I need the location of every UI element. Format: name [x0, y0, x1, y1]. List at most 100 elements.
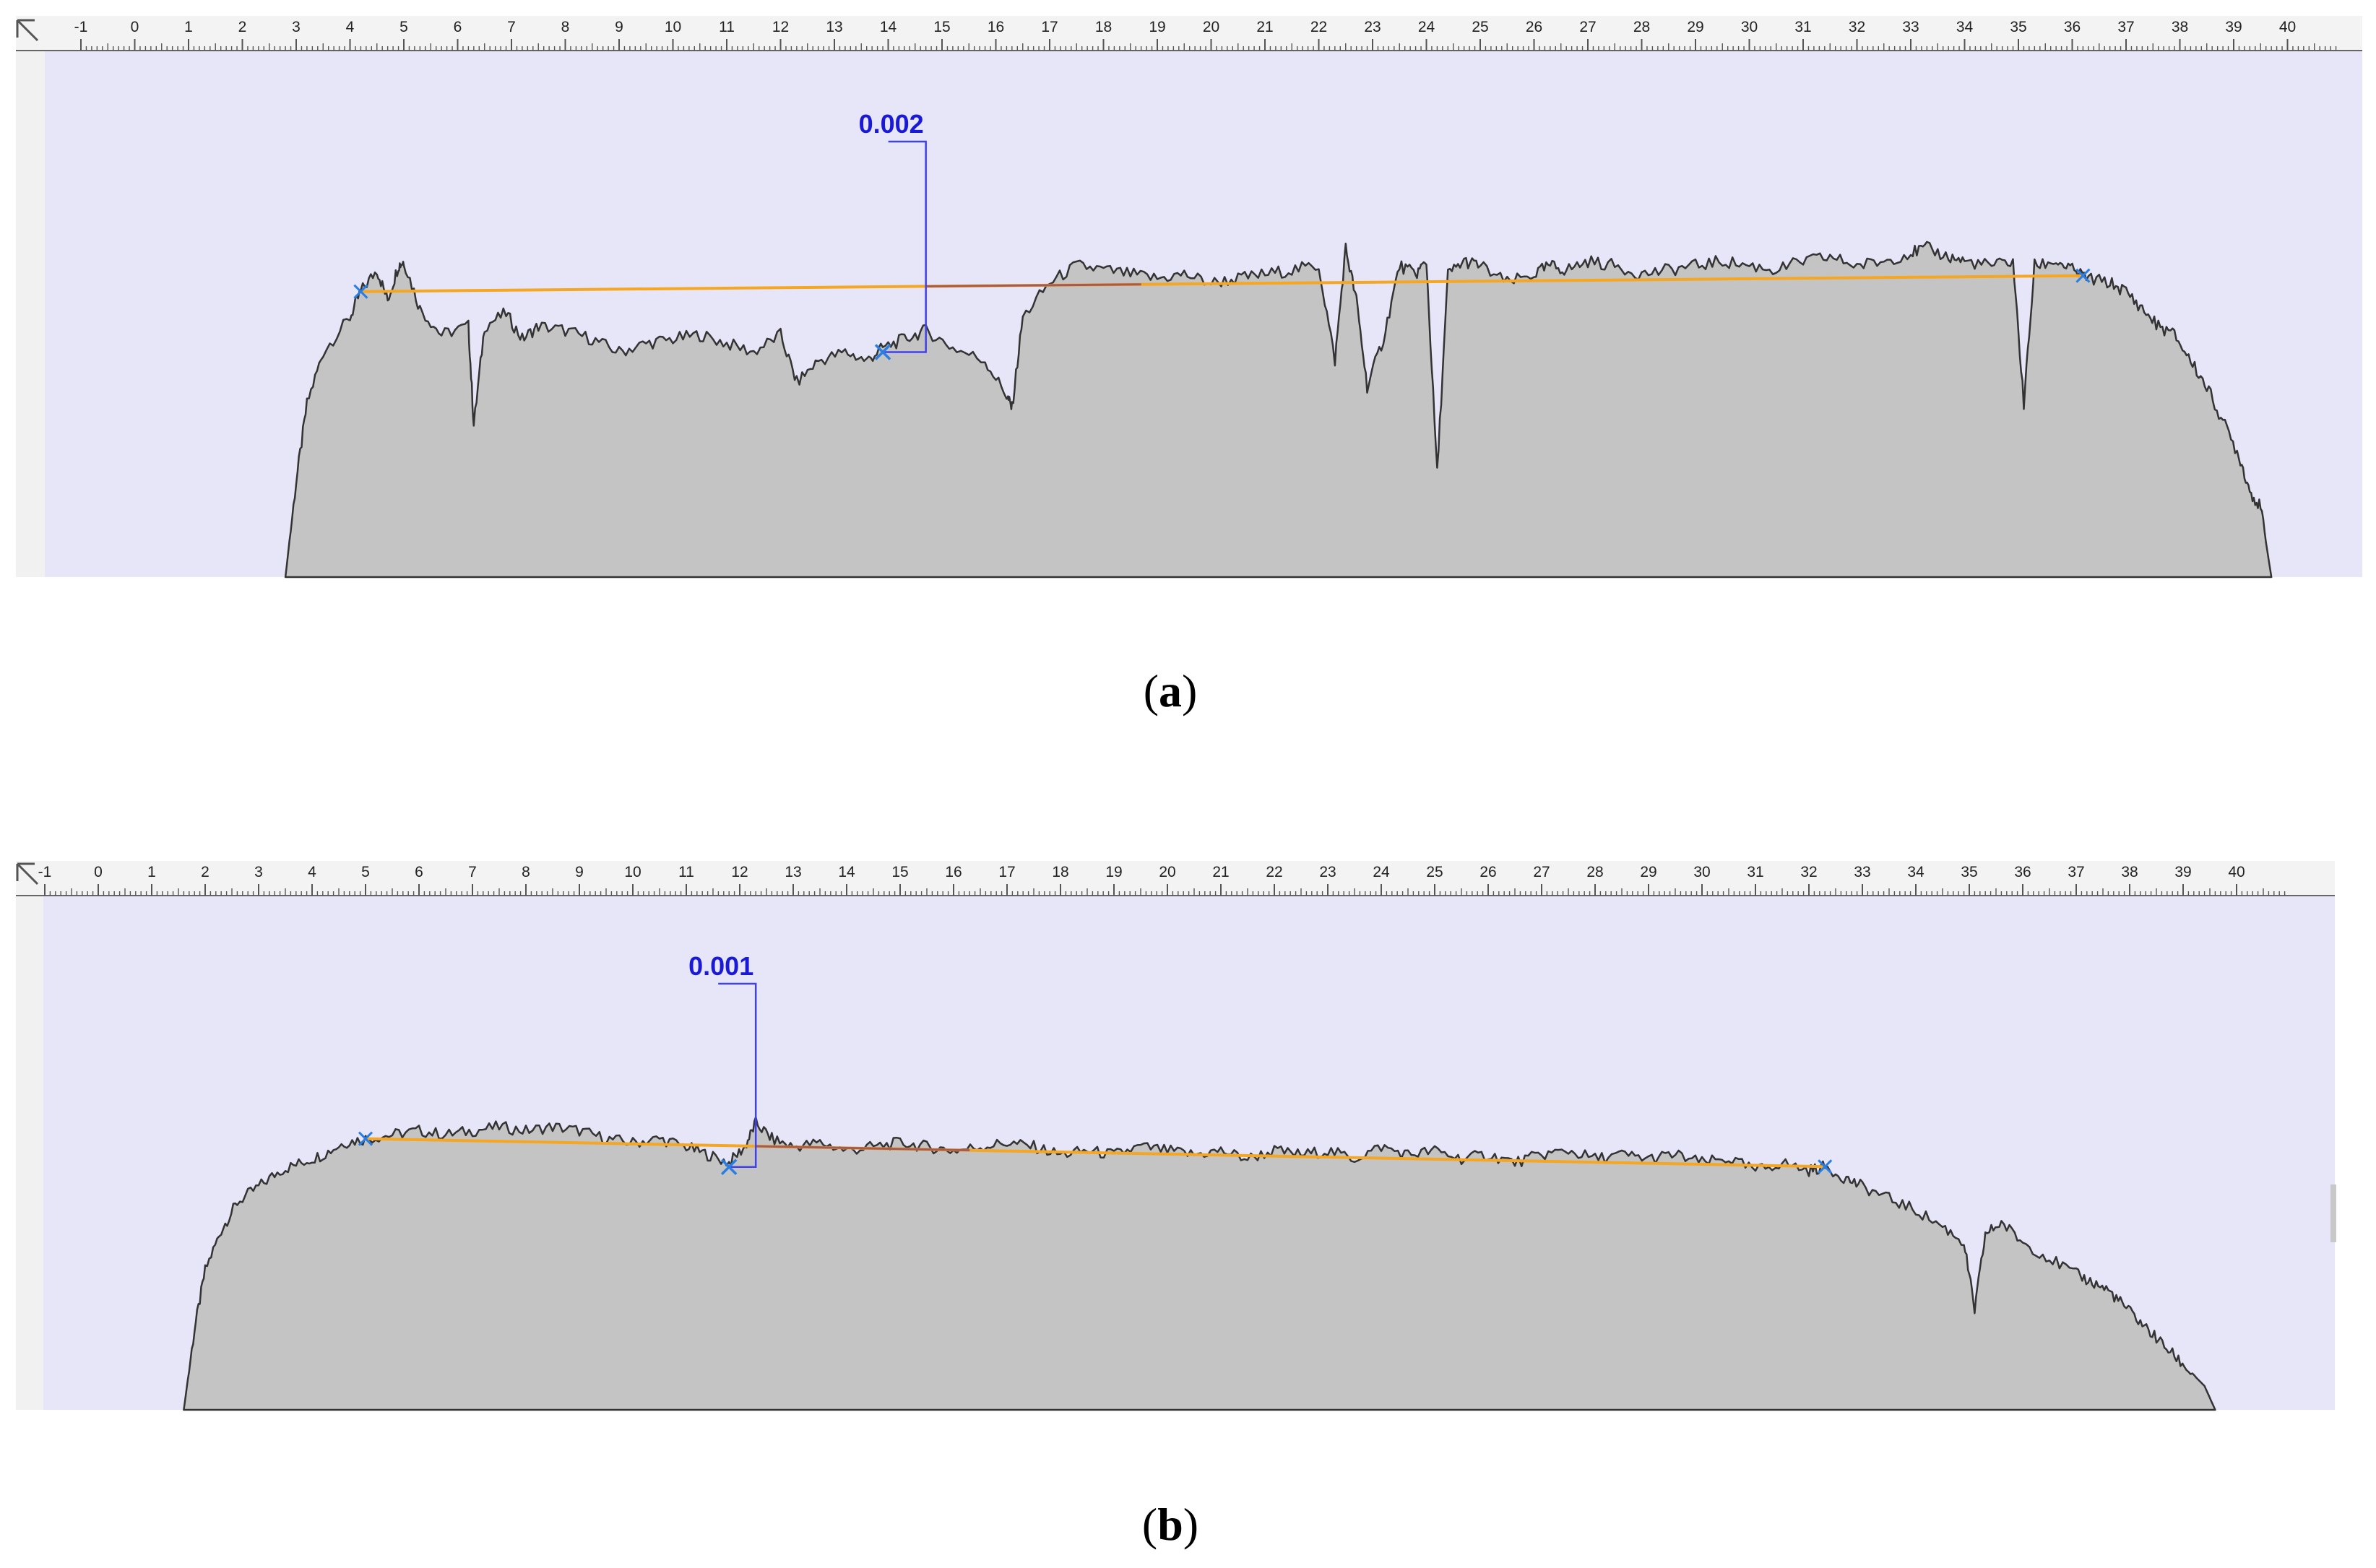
ruler-tick-label: 0 — [94, 864, 103, 880]
ruler-tick-label: 2 — [201, 864, 209, 880]
panel-b-caption-open: ( — [1142, 1499, 1157, 1550]
ruler-tick-label: 17 — [998, 864, 1015, 880]
ruler-tick-label: 7 — [507, 19, 516, 35]
ruler-tick-label: 18 — [1095, 19, 1112, 35]
ruler-tick-label: 24 — [1373, 864, 1390, 880]
ruler-tick-label: 9 — [575, 864, 584, 880]
panel-b-ruler-corner-icon — [16, 862, 39, 885]
ruler-tick-label: 22 — [1266, 864, 1282, 880]
panel-b-caption-close: ) — [1183, 1499, 1198, 1550]
ruler-tick-label: 3 — [292, 19, 301, 35]
ruler-tick-label: 22 — [1310, 19, 1327, 35]
ruler-tick-label: -1 — [38, 864, 52, 880]
ruler-tick-label: 36 — [2014, 864, 2031, 880]
ruler-tick-label: 4 — [308, 864, 316, 880]
ruler-tick-label: 8 — [561, 19, 570, 35]
ruler-tick-label: 29 — [1640, 864, 1656, 880]
reference-line-segment — [756, 1145, 970, 1152]
ruler-tick-label: 19 — [1149, 19, 1165, 35]
ruler-tick-label: 38 — [2121, 864, 2138, 880]
ruler-tick-label: 13 — [785, 864, 801, 880]
ruler-tick-label: 38 — [2172, 19, 2188, 35]
panel-a-ruler: -1 0 1 2 3 4 5 6 7 8 9 10 11 12 13 14 15 16 17 18 19 20 21 22 23… — [16, 16, 2362, 51]
ruler-tick-label: 14 — [838, 864, 855, 880]
ruler-tick-label: 32 — [1800, 864, 1817, 880]
ruler-tick-label: 33 — [1902, 19, 1919, 35]
reference-endpoint-marker — [353, 284, 368, 299]
ruler-tick-label: 33 — [1854, 864, 1870, 880]
ruler-tick-label: 29 — [1687, 19, 1703, 35]
ruler-tick-label: 28 — [1633, 19, 1650, 35]
ruler-tick-label: 3 — [254, 864, 263, 880]
ruler-tick-label: 13 — [826, 19, 842, 35]
panel-b-scrollbar[interactable] — [2330, 1184, 2336, 1242]
panel-b-reference-line — [358, 1131, 1833, 1174]
ruler-tick-label: 1 — [147, 864, 156, 880]
ruler-tick-label: 31 — [1747, 864, 1763, 880]
ruler-tick-label: 36 — [2064, 19, 2081, 35]
panel-a-measure-label: 0.002 — [859, 109, 924, 139]
panel-b-side-strip — [16, 865, 43, 1410]
ruler-tick-label: 31 — [1794, 19, 1811, 35]
panel-a-profile-area — [284, 241, 2273, 579]
ruler-tick-label: 0 — [131, 19, 139, 35]
panel-b-caption-letter: b — [1157, 1499, 1183, 1550]
panel-b-profile-area — [183, 1116, 2216, 1411]
ruler-tick-label: 21 — [1256, 19, 1273, 35]
ruler-tick-label: 32 — [1849, 19, 1865, 35]
ruler-tick-label: 20 — [1159, 864, 1175, 880]
ruler-tick-label: 1 — [184, 19, 193, 35]
ruler-tick-label: 10 — [624, 864, 641, 880]
panel-a-side-strip — [16, 20, 45, 577]
panel-a: -1 0 1 2 3 4 5 6 7 8 9 10 11 12 13 14 15 16 17 18 19 20 21 22 23… — [16, 16, 2362, 716]
ruler-tick-label: 21 — [1212, 864, 1229, 880]
ruler-tick-label: 5 — [399, 19, 408, 35]
panel-a-ruler-corner-icon — [16, 19, 39, 42]
deviation-marker — [874, 344, 891, 360]
ruler-tick-label: 23 — [1319, 864, 1336, 880]
ruler-tick-label: 23 — [1364, 19, 1381, 35]
ruler-tick-label: 34 — [1956, 19, 1974, 35]
reference-endpoint-marker — [358, 1131, 373, 1146]
ruler-tick-label: 25 — [1426, 864, 1443, 880]
ruler-tick-label: 14 — [880, 19, 897, 35]
panel-a-reference-line — [353, 268, 2091, 299]
measurement-bracket — [883, 140, 927, 353]
panel-b-ruler-background — [16, 861, 2335, 896]
reference-line — [360, 274, 2083, 293]
reference-endpoint-marker — [1818, 1159, 1833, 1174]
ruler-tick-label: 7 — [468, 864, 477, 880]
ruler-tick-label: 30 — [1741, 19, 1758, 35]
ruler-tick-label: 28 — [1586, 864, 1603, 880]
ruler-tick-label: 6 — [454, 19, 462, 35]
ruler-tick-label: 39 — [2174, 864, 2191, 880]
ruler-tick-label: 24 — [1418, 19, 1435, 35]
ruler-tick-label: 25 — [1472, 19, 1488, 35]
ruler-tick-label: 15 — [933, 19, 950, 35]
ruler-tick-label: 11 — [678, 864, 694, 880]
panel-a-caption: (a) — [1144, 665, 1198, 716]
ruler-tick-label: 26 — [1479, 864, 1496, 880]
ruler-tick-label: 17 — [1041, 19, 1058, 35]
panel-a-caption-open: ( — [1144, 665, 1159, 716]
ruler-tick-label: 27 — [1533, 864, 1550, 880]
ruler-tick-label: 16 — [988, 19, 1004, 35]
ruler-tick-label: 34 — [1907, 864, 1924, 880]
panel-b: -1 0 1 2 3 4 5 6 7 8 9 10 11 12 13 14 15 16 17 18 19 20 21 22 23… — [16, 861, 2336, 1550]
ruler-tick-label: 19 — [1105, 864, 1122, 880]
ruler-tick-label: 10 — [665, 19, 681, 35]
panel-b-caption: (b) — [1142, 1499, 1198, 1550]
ruler-tick-label: 18 — [1052, 864, 1068, 880]
panel-b-measure-label: 0.001 — [688, 951, 753, 981]
deviation-marker — [720, 1158, 738, 1175]
ruler-tick-label: 4 — [346, 19, 355, 35]
panel-a-ruler-background — [16, 16, 2362, 51]
ruler-tick-label: 5 — [361, 864, 370, 880]
reference-line-segment — [925, 283, 1141, 287]
ruler-tick-label: 6 — [415, 864, 423, 880]
ruler-tick-label: 37 — [2117, 19, 2134, 35]
measurement-bracket — [718, 982, 757, 1169]
panel-b-measurement: 0.001 — [688, 951, 757, 1175]
ruler-tick-label: 15 — [891, 864, 908, 880]
